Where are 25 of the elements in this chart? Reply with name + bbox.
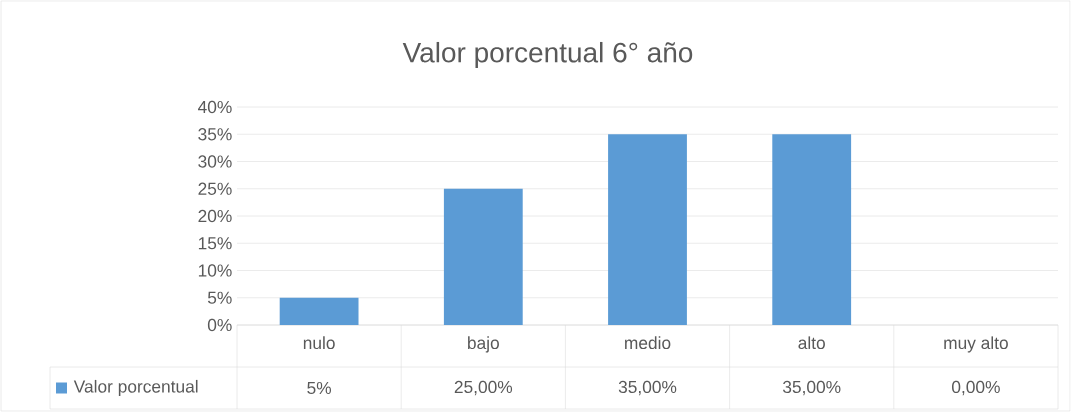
x-tick-label: alto <box>798 336 825 350</box>
data-label: 25,00% <box>454 380 513 396</box>
x-tick-label: bajo <box>468 336 499 353</box>
data-label: 35,00% <box>782 380 841 396</box>
legend-label: Valor porcentual <box>73 379 198 397</box>
y-tick-label: 15% <box>198 237 232 250</box>
chart-title: Valor porcentual 6° año <box>402 41 693 69</box>
x-tick-label: medio <box>625 336 671 350</box>
y-tick-label: 0% <box>207 318 232 332</box>
x-tick-label: muy alto <box>944 336 1008 353</box>
bar <box>608 134 687 325</box>
y-tick-label: 40% <box>198 100 232 114</box>
data-label: 0,00% <box>952 380 1000 396</box>
y-tick-label: 25% <box>198 182 232 195</box>
data-label: 35,00% <box>618 380 677 396</box>
y-tick-label: 35% <box>198 128 232 141</box>
y-tick-label: 5% <box>207 291 232 304</box>
bar <box>772 134 852 325</box>
bar <box>279 297 359 325</box>
bar <box>443 188 523 325</box>
y-tick-label: 20% <box>198 209 232 223</box>
data-label: 5% <box>307 381 332 395</box>
y-tick-label: 10% <box>198 264 232 277</box>
x-tick-label: nulo <box>303 336 335 350</box>
y-tick-label: 30% <box>198 155 232 168</box>
